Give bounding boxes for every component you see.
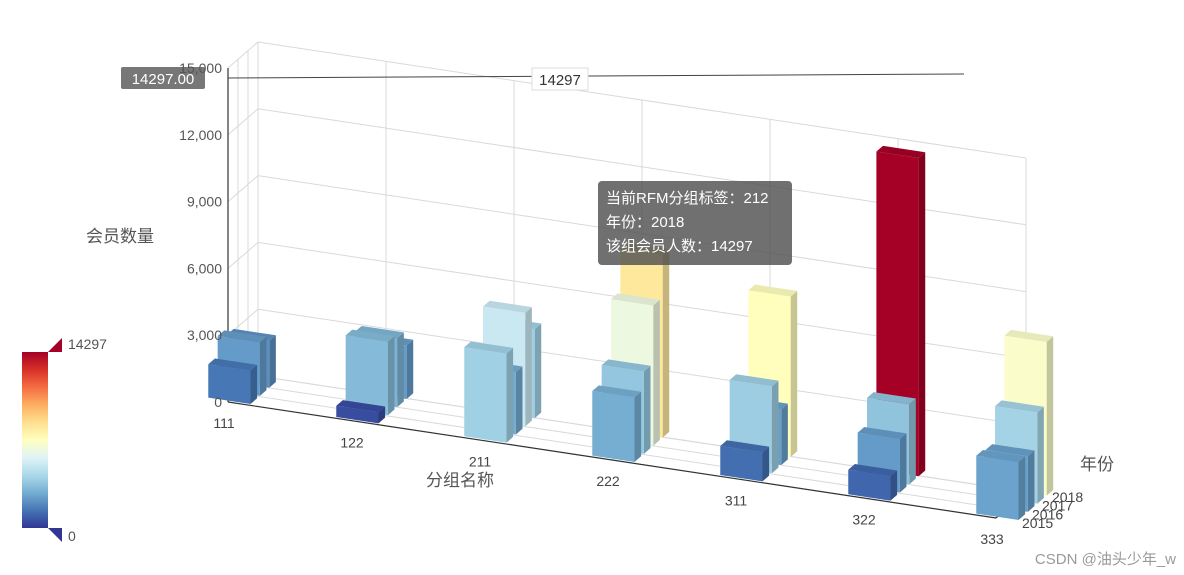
x-tick-label: 322: [852, 512, 876, 528]
z-tick-label: 15,000: [179, 60, 222, 76]
x-tick-label: 211: [469, 454, 492, 470]
tooltip-line-count: 该组会员人数：14297: [606, 238, 753, 255]
y-tick-label: 2015: [1022, 515, 1053, 531]
tooltip-line-group: 当前RFM分组标签：212: [606, 190, 769, 207]
axis-pointer-label-bg: [121, 67, 205, 89]
x-axis-name: 分组名称: [426, 471, 494, 490]
axis-pointer-line: [227, 73, 965, 79]
z-axis-name: 会员数量: [86, 227, 154, 246]
z-tick-label: 12,000: [179, 127, 222, 143]
bar-322-2015[interactable]: [848, 464, 898, 501]
y-tick-label: 2018: [1052, 489, 1083, 505]
highlight-label-bg: [531, 67, 589, 91]
x-tick-label: 111: [213, 415, 234, 431]
x-tick-label: 333: [980, 531, 1004, 547]
bar-222-2015[interactable]: [592, 385, 642, 462]
x-tick-label: 311: [725, 492, 748, 508]
z-tick-label: 9,000: [187, 194, 222, 210]
x-tick-label: 122: [340, 434, 364, 450]
y-axis-name: 年份: [1080, 455, 1114, 474]
visual-map-min-handle[interactable]: [48, 528, 62, 542]
visual-map-max-label: 14297: [68, 336, 107, 352]
z-tick-label: 6,000: [187, 260, 222, 276]
bar-211-2015[interactable]: [464, 341, 514, 443]
z-tick-labels: 0 3,000 6,000 9,000 12,000 15,000: [179, 60, 222, 410]
x-tick-labels: 111 122 211 222 311 322 333: [213, 415, 1004, 547]
highlight-label: 14297: [539, 72, 581, 89]
watermark: CSDN @油头少年_w: [1034, 551, 1176, 568]
y-tick-label: 2017: [1042, 498, 1073, 514]
z-tick-label: 0: [214, 394, 222, 410]
z-tick-label: 3,000: [187, 327, 222, 343]
tooltip: 当前RFM分组标签：212 年份：2018 该组会员人数：14297: [598, 181, 792, 265]
visual-map-max-handle[interactable]: [48, 338, 62, 352]
visual-map[interactable]: 14297 0: [22, 336, 107, 544]
x-tick-label: 222: [596, 473, 620, 489]
tooltip-line-year: 年份：2018: [606, 214, 685, 231]
visual-map-bar[interactable]: [22, 352, 48, 528]
bar-111-2015[interactable]: [208, 358, 258, 404]
bar-311-2015[interactable]: [720, 440, 770, 482]
bar-122-2016[interactable]: [345, 329, 395, 416]
y-tick-label: 2016: [1032, 506, 1063, 522]
bar-122-2015[interactable]: [336, 400, 386, 424]
bar-333-2015[interactable]: [976, 449, 1026, 520]
visual-map-min-label: 0: [68, 528, 76, 544]
axis-pointer-label: 14297.00: [132, 71, 195, 88]
bars: [208, 145, 1054, 520]
